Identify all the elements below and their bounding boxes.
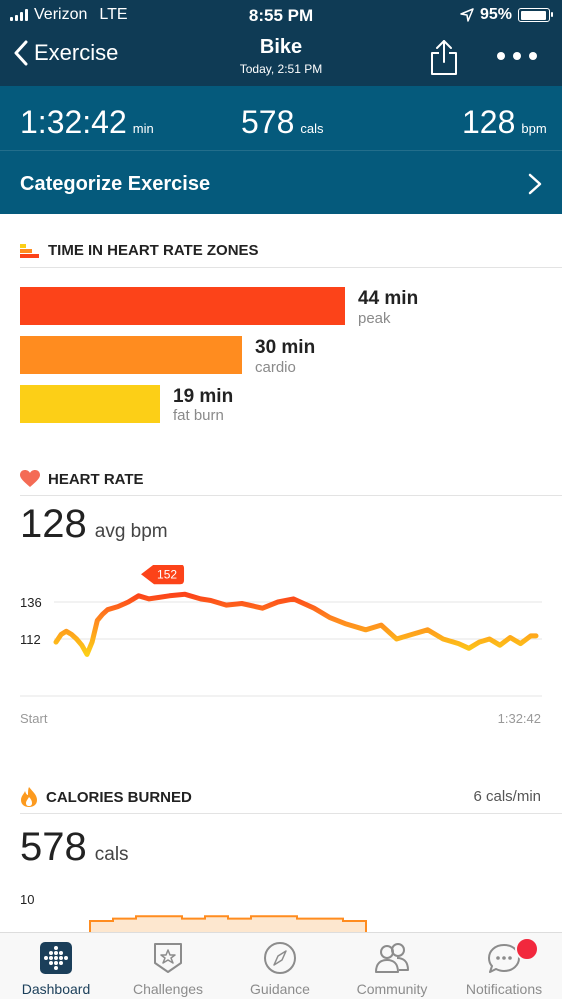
x-tick-start: Start: [20, 711, 48, 726]
dashboard-icon: [40, 942, 72, 974]
tab-challenges-label: Challenges: [132, 981, 204, 997]
tab-dashboard-label: Dashboard: [21, 981, 91, 997]
heart-rate-title: HEART RATE: [48, 470, 144, 488]
location-arrow-icon: [460, 8, 474, 22]
tab-bar: Dashboard Challenges Guidance Community …: [0, 932, 562, 999]
y-tick-136: 136: [20, 595, 42, 610]
zone-value-peak: 44 min: [358, 288, 419, 309]
page-subtitle: Today, 2:51 PM: [239, 62, 323, 76]
calories-area: [89, 915, 367, 933]
tab-guidance[interactable]: Guidance: [224, 933, 336, 999]
calories-total-value: 578: [20, 825, 87, 869]
zone-label-peak: peak: [358, 310, 391, 327]
heart-rate-avg-value: 128: [20, 502, 87, 546]
calories-section-header: CALORIES BURNED: [20, 786, 192, 808]
duration-stat: 1:32:42 min: [20, 104, 154, 141]
heart-icon: [20, 470, 40, 487]
challenges-icon: [154, 943, 182, 973]
duration-value: 1:32:42: [20, 104, 127, 140]
calories-y-tick-10: 10: [20, 892, 35, 907]
calories-value: 578: [241, 104, 295, 140]
categorize-exercise-label: Categorize Exercise: [20, 173, 211, 195]
zone-value-fat-burn: 19 min: [173, 386, 234, 407]
calories-total-unit: cals: [94, 844, 129, 865]
peak-badge: 152: [141, 565, 185, 585]
page-title: Bike: [259, 36, 303, 58]
tab-dashboard[interactable]: Dashboard: [0, 933, 112, 999]
divider: [20, 813, 562, 814]
heart-rate-chart: 152: [20, 565, 542, 697]
zone-label-cardio: cardio: [255, 359, 296, 376]
calories-chart: [89, 915, 367, 933]
zone-value-cardio: 30 min: [255, 337, 316, 358]
calories-stat: 578 cals: [241, 104, 324, 141]
zone-bar-fat-burn: [20, 385, 160, 423]
back-button[interactable]: Exercise: [14, 40, 118, 66]
tab-notifications[interactable]: Notifications: [448, 933, 560, 999]
battery-percent: 95%: [479, 6, 512, 23]
zones-section-header: TIME IN HEART RATE ZONES: [20, 242, 259, 259]
chevron-right-icon: [528, 173, 542, 195]
x-tick-end: 1:32:42: [497, 711, 541, 726]
tab-community[interactable]: Community: [336, 933, 448, 999]
calories-total: 578 cals: [20, 825, 129, 870]
zone-label-fat-burn: fat burn: [173, 407, 224, 424]
heart-rate-value: 128: [462, 104, 516, 140]
nav-bar: Exercise Bike Today, 2:51 PM: [0, 30, 562, 86]
more-options-icon[interactable]: [497, 46, 537, 66]
tab-community-label: Community: [356, 981, 428, 997]
calories-series: [89, 915, 367, 933]
heart-rate-stat: 128 bpm: [462, 104, 547, 141]
calories-unit: cals: [300, 121, 324, 136]
zone-bar-peak: [20, 287, 345, 325]
network-label: LTE: [99, 6, 128, 23]
y-tick-112: 112: [20, 632, 41, 647]
heart-rate-unit: bpm: [521, 121, 547, 136]
chevron-left-icon: [14, 40, 28, 66]
zones-title: TIME IN HEART RATE ZONES: [48, 242, 259, 259]
divider: [20, 495, 562, 496]
heart-rate-section-header: HEART RATE: [20, 470, 144, 488]
battery-icon: [518, 8, 553, 22]
notifications-icon: [488, 937, 539, 973]
divider: [20, 267, 562, 268]
status-time: 8:55 PM: [248, 6, 314, 25]
flame-icon: [21, 787, 37, 807]
back-label: Exercise: [34, 40, 119, 65]
status-bar: Verizon LTE 8:55 PM 95%: [0, 0, 562, 30]
tab-notifications-label: Notifications: [465, 981, 543, 997]
duration-unit: min: [132, 121, 154, 136]
heart-rate-avg-unit: avg bpm: [94, 521, 168, 542]
tab-guidance-label: Guidance: [250, 981, 310, 997]
calories-title: CALORIES BURNED: [46, 788, 192, 806]
tab-challenges[interactable]: Challenges: [112, 933, 224, 999]
calories-rate: 6 cals/min: [473, 788, 541, 805]
exercise-summary: 1:32:42 min 578 cals 128 bpm Categorize …: [0, 86, 562, 214]
peak-badge-value: 152: [157, 567, 177, 581]
community-icon: [375, 943, 409, 973]
zones-icon: [20, 243, 39, 258]
notification-badge-dot: [515, 937, 539, 961]
share-icon[interactable]: [428, 38, 460, 76]
categorize-exercise-row[interactable]: Categorize Exercise: [0, 150, 562, 214]
heart-rate-line: [53, 591, 539, 657]
guidance-icon: [264, 942, 296, 974]
heart-rate-series: [53, 591, 539, 657]
signal-icon: [10, 9, 28, 21]
carrier-label: Verizon: [34, 6, 88, 23]
heart-rate-average: 128 avg bpm: [20, 502, 168, 547]
zone-bar-cardio: [20, 336, 242, 374]
